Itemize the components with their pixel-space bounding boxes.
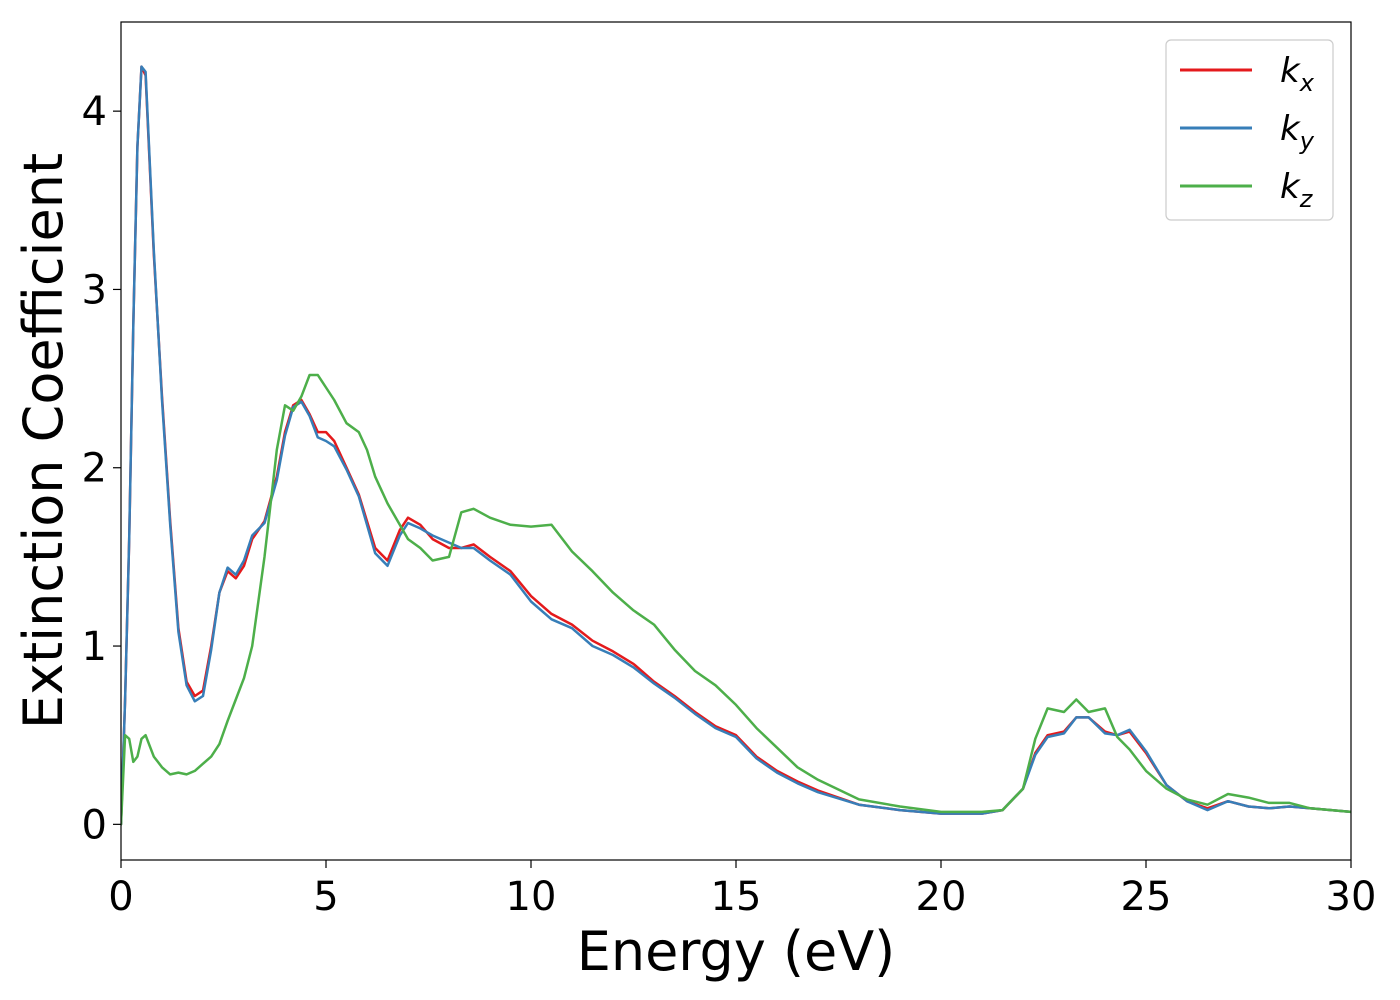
- y-tick-label: 4: [82, 89, 107, 135]
- y-tick-label: 2: [82, 446, 107, 492]
- x-tick-label: 30: [1326, 874, 1377, 920]
- x-tick-label: 25: [1121, 874, 1172, 920]
- x-tick-label: 0: [108, 874, 133, 920]
- legend-label-subscript: y: [1299, 127, 1315, 155]
- legend-item-y: ky: [1180, 109, 1315, 155]
- legend-label-subscript: z: [1299, 185, 1314, 213]
- legend-label: kz: [1280, 167, 1314, 213]
- y-axis-ticks: 0 1 2 3 4: [82, 89, 121, 848]
- x-axis-title: Energy (eV): [577, 920, 896, 983]
- series-line-y: [121, 65, 1351, 826]
- x-tick-label: 20: [916, 874, 967, 920]
- legend-item-z: kz: [1180, 167, 1314, 213]
- legend-label: ky: [1280, 109, 1315, 155]
- legend-item-x: kx: [1180, 51, 1315, 97]
- legend-label-subscript: x: [1299, 69, 1315, 97]
- y-tick-label: 1: [82, 624, 107, 670]
- plot-frame: [120, 21, 1352, 861]
- y-tick-label: 0: [82, 802, 107, 848]
- x-tick-label: 10: [506, 874, 557, 920]
- legend-box: [1165, 39, 1334, 221]
- x-axis-ticks: 0 5 10 15 20 25 30: [108, 860, 1376, 920]
- legend-label-main: k: [1280, 167, 1301, 207]
- y-axis-title: Extinction Coefficient: [12, 153, 75, 729]
- legend-label: kx: [1280, 51, 1315, 97]
- x-tick-label: 15: [711, 874, 762, 920]
- x-tick-label: 5: [313, 874, 338, 920]
- legend-label-main: k: [1280, 51, 1301, 91]
- series-line-z: [121, 373, 1351, 826]
- legend-label-main: k: [1280, 109, 1301, 149]
- y-tick-label: 3: [82, 267, 107, 313]
- plot-lines: [121, 65, 1351, 826]
